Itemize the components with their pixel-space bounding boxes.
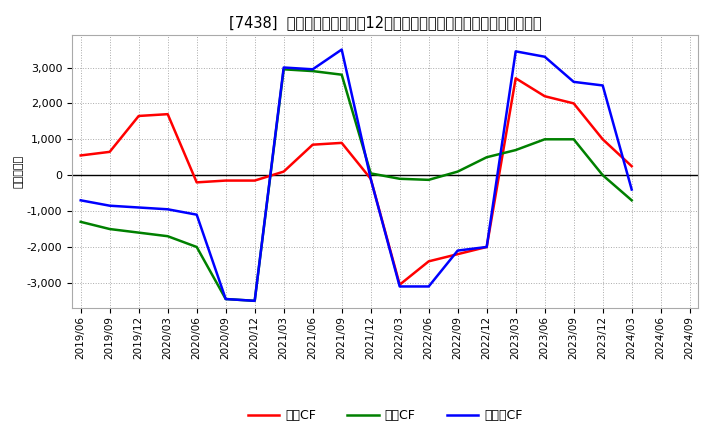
フリーCF: [570, 79, 578, 84]
投資CF: [76, 219, 85, 224]
営業CF: [511, 76, 520, 81]
投資CF: [338, 72, 346, 77]
フリーCF: [135, 205, 143, 210]
フリーCF: [192, 212, 201, 217]
営業CF: [163, 111, 172, 117]
営業CF: [308, 142, 317, 147]
投資CF: [395, 176, 404, 181]
営業CF: [454, 252, 462, 257]
投資CF: [163, 234, 172, 239]
投資CF: [221, 297, 230, 302]
フリーCF: [308, 66, 317, 72]
投資CF: [279, 66, 288, 72]
Legend: 営業CF, 投資CF, フリーCF: 営業CF, 投資CF, フリーCF: [243, 404, 528, 427]
Title: [7438]  キャッシュフローの12か月移動合計の対前年同期増減額の推移: [7438] キャッシュフローの12か月移動合計の対前年同期増減額の推移: [229, 15, 541, 30]
フリーCF: [76, 198, 85, 203]
営業CF: [221, 178, 230, 183]
投資CF: [598, 172, 607, 178]
フリーCF: [541, 54, 549, 59]
Line: 投資CF: 投資CF: [81, 69, 631, 301]
投資CF: [105, 227, 114, 232]
投資CF: [570, 137, 578, 142]
営業CF: [105, 149, 114, 154]
投資CF: [251, 298, 259, 304]
営業CF: [395, 282, 404, 287]
フリーCF: [163, 207, 172, 212]
フリーCF: [366, 176, 375, 181]
営業CF: [541, 94, 549, 99]
投資CF: [541, 137, 549, 142]
投資CF: [192, 244, 201, 249]
フリーCF: [424, 284, 433, 289]
投資CF: [627, 198, 636, 203]
フリーCF: [395, 284, 404, 289]
Line: フリーCF: フリーCF: [81, 50, 631, 301]
投資CF: [135, 230, 143, 235]
営業CF: [76, 153, 85, 158]
営業CF: [424, 259, 433, 264]
営業CF: [598, 137, 607, 142]
フリーCF: [627, 187, 636, 192]
営業CF: [627, 164, 636, 169]
営業CF: [482, 244, 491, 249]
投資CF: [482, 154, 491, 160]
フリーCF: [221, 297, 230, 302]
営業CF: [251, 178, 259, 183]
フリーCF: [511, 49, 520, 54]
営業CF: [570, 101, 578, 106]
Line: 営業CF: 営業CF: [81, 78, 631, 285]
営業CF: [338, 140, 346, 146]
営業CF: [279, 169, 288, 174]
投資CF: [366, 171, 375, 176]
フリーCF: [454, 248, 462, 253]
フリーCF: [338, 47, 346, 52]
フリーCF: [482, 244, 491, 249]
フリーCF: [598, 83, 607, 88]
フリーCF: [251, 298, 259, 304]
フリーCF: [279, 65, 288, 70]
フリーCF: [105, 203, 114, 209]
投資CF: [511, 147, 520, 153]
投資CF: [454, 169, 462, 174]
投資CF: [424, 177, 433, 183]
営業CF: [192, 180, 201, 185]
Y-axis label: （百万円）: （百万円）: [14, 155, 24, 188]
投資CF: [308, 69, 317, 74]
営業CF: [366, 176, 375, 181]
営業CF: [135, 114, 143, 119]
